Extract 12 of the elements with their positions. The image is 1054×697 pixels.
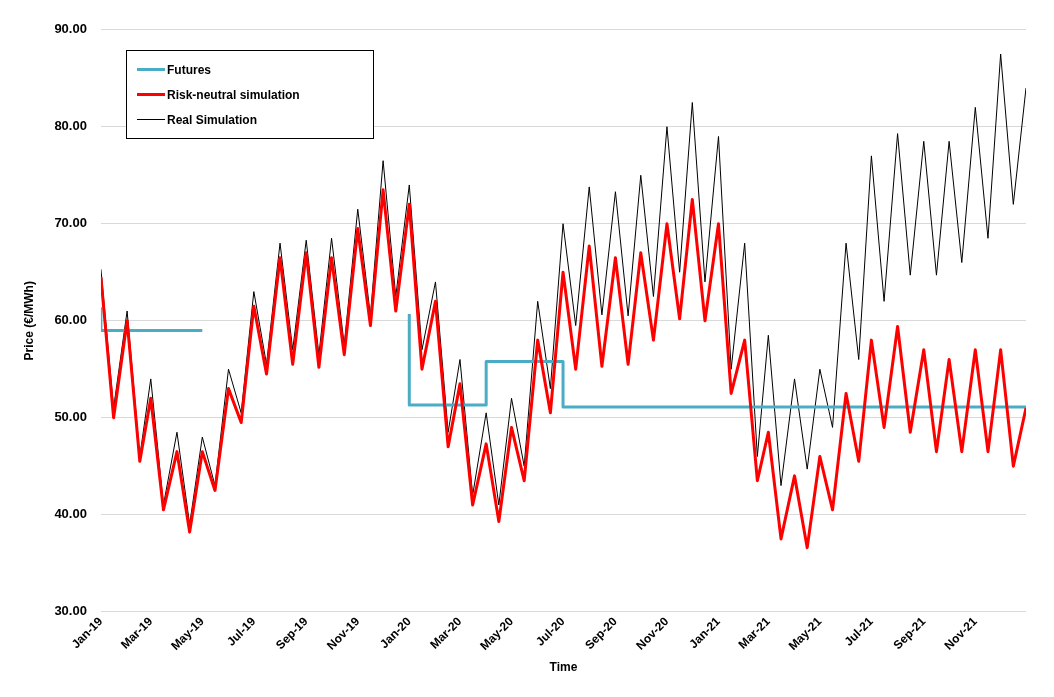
x-axis-title: Time: [549, 660, 578, 675]
legend-label: Risk-neutral simulation: [167, 87, 300, 102]
legend-label: Real Simulation: [167, 112, 258, 127]
y-tick-label: 30.00: [54, 603, 87, 619]
y-tick-label: 70.00: [54, 215, 87, 231]
y-tick-label: 60.00: [54, 312, 87, 328]
y-tick-label: 40.00: [54, 506, 87, 522]
y-axis-title: Price (€/MWh): [21, 281, 36, 361]
y-tick-label: 80.00: [54, 118, 87, 134]
y-tick-label: 90.00: [54, 21, 87, 37]
legend-label: Futures: [167, 62, 212, 77]
y-tick-label: 50.00: [54, 409, 87, 425]
